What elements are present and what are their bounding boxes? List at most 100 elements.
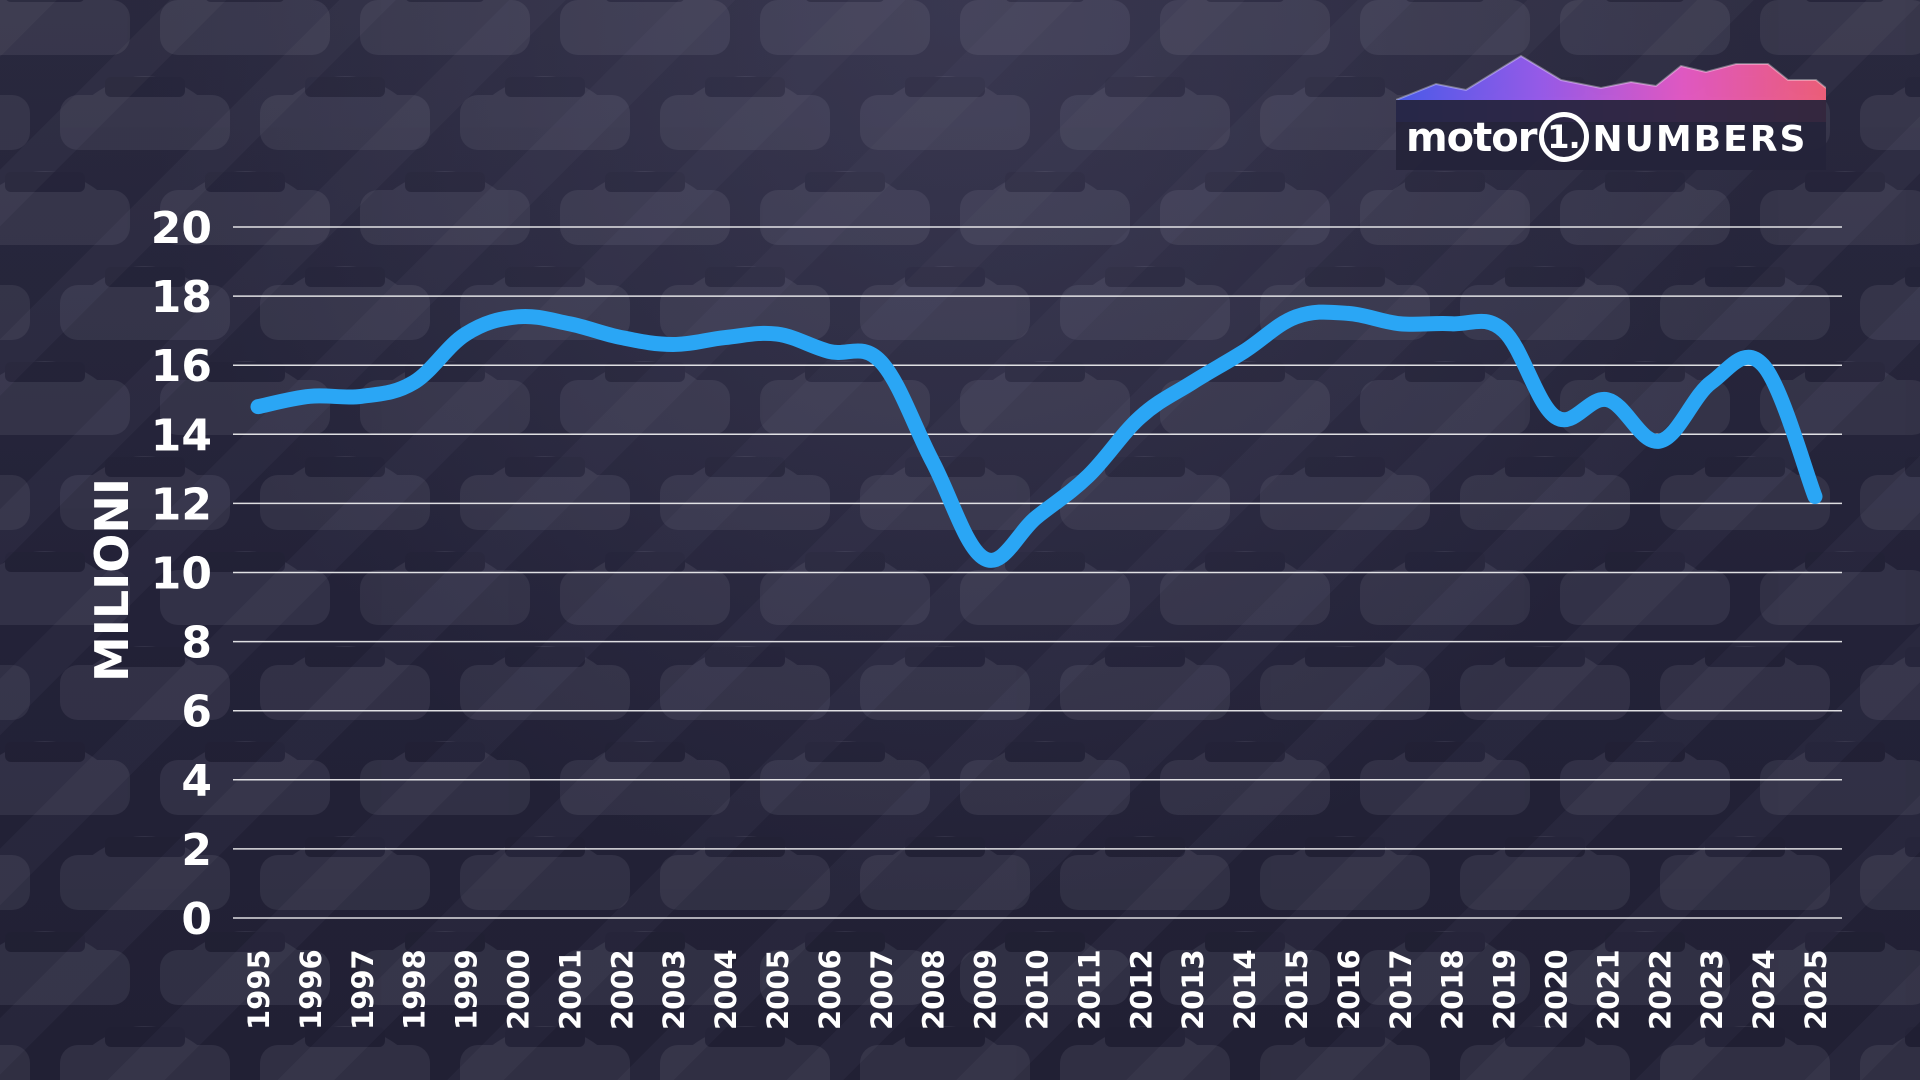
data-point — [257, 406, 259, 408]
car-silhouette — [0, 665, 30, 720]
car-silhouette — [1060, 1026, 1230, 1080]
x-tick-label: 1999 — [450, 949, 484, 1030]
car-silhouette — [1160, 741, 1330, 815]
car-silhouette — [760, 361, 930, 435]
car-silhouette — [660, 1026, 830, 1080]
car-silhouette — [860, 1026, 1030, 1080]
x-tick-label: 2010 — [1021, 949, 1055, 1030]
data-point — [309, 395, 311, 397]
x-tick-label: 2025 — [1799, 949, 1833, 1030]
car-silhouette — [0, 741, 130, 815]
x-tick-label: 2020 — [1540, 949, 1574, 1030]
car-silhouette — [560, 931, 730, 1005]
y-tick-label: 16 — [151, 341, 212, 392]
data-point — [1606, 399, 1608, 401]
data-point — [1191, 381, 1193, 383]
grid-lines — [233, 226, 1842, 919]
car-silhouette — [1760, 0, 1920, 55]
car-silhouette — [60, 646, 230, 720]
car-silhouette — [1060, 836, 1230, 910]
car-silhouette — [560, 551, 730, 625]
car-silhouette — [1860, 267, 1920, 340]
data-point — [465, 333, 467, 335]
car-silhouette — [1560, 551, 1730, 625]
data-point — [724, 337, 726, 339]
car-silhouette — [860, 266, 1030, 340]
data-point — [361, 395, 363, 397]
car-silhouette — [1460, 456, 1630, 530]
car-silhouette — [1260, 646, 1430, 720]
data-point — [1503, 330, 1505, 332]
car-silhouette — [1460, 266, 1630, 340]
data-point — [1139, 416, 1141, 418]
car-silhouette — [60, 456, 230, 530]
car-silhouette — [1260, 76, 1430, 150]
car-silhouette — [1460, 646, 1630, 720]
car-silhouette — [960, 171, 1130, 245]
logo-brand: motor — [1406, 115, 1537, 161]
car-silhouette — [1660, 266, 1830, 340]
car-silhouette — [660, 836, 830, 910]
car-silhouette — [260, 646, 430, 720]
car-silhouette — [560, 361, 730, 435]
x-tick-label: 2011 — [1072, 949, 1106, 1030]
car-silhouette — [560, 171, 730, 245]
car-silhouette — [1560, 741, 1730, 815]
car-silhouette — [1160, 0, 1330, 55]
car-silhouette — [0, 285, 30, 340]
car-silhouette — [660, 266, 830, 340]
car-silhouette — [0, 931, 130, 1005]
car-silhouette — [960, 361, 1130, 435]
car-silhouette — [1660, 836, 1830, 910]
data-point — [568, 323, 570, 325]
car-silhouette — [0, 475, 30, 530]
x-tick-label: 2018 — [1436, 949, 1470, 1030]
car-silhouette — [960, 741, 1130, 815]
car-silhouette — [360, 741, 530, 815]
car-silhouette — [160, 931, 330, 1005]
series-layer — [250, 304, 1823, 568]
x-tick-label: 2019 — [1488, 949, 1522, 1030]
x-tick-label: 2002 — [605, 949, 639, 1030]
car-silhouette — [60, 266, 230, 340]
car-silhouette — [1260, 456, 1430, 530]
x-tick-label: 2005 — [761, 949, 795, 1030]
y-axis-ticks: 0 2 4 6 8 10 12 14 16 18 20 — [151, 203, 212, 945]
car-silhouette — [1360, 931, 1530, 1005]
x-tick-label: 2014 — [1228, 949, 1262, 1030]
x-tick-label: 2015 — [1280, 949, 1314, 1030]
data-point — [620, 337, 622, 339]
x-tick-label: 1997 — [346, 949, 380, 1030]
car-silhouette — [1860, 77, 1920, 150]
car-silhouette — [160, 551, 330, 625]
data-point — [1087, 475, 1089, 477]
data-point — [984, 558, 986, 560]
x-tick-label: 2007 — [865, 949, 899, 1030]
x-tick-label: 2009 — [969, 949, 1003, 1030]
y-tick-label: 8 — [181, 618, 212, 669]
data-point — [1243, 350, 1245, 352]
data-point — [413, 381, 415, 383]
car-silhouette — [1560, 171, 1730, 245]
car-silhouette — [160, 741, 330, 815]
x-tick-label: 1995 — [242, 949, 276, 1030]
x-tick-label: 2021 — [1591, 949, 1625, 1030]
car-silhouette — [760, 0, 930, 55]
car-silhouette — [260, 836, 430, 910]
car-silhouette — [1760, 741, 1920, 815]
car-silhouette — [660, 646, 830, 720]
car-silhouette — [560, 0, 730, 55]
data-point — [776, 333, 778, 335]
car-silhouette — [1760, 171, 1920, 245]
x-tick-label: 2023 — [1695, 949, 1729, 1030]
car-silhouette — [860, 76, 1030, 150]
y-tick-label: 6 — [181, 687, 212, 738]
x-tick-label: 2003 — [657, 949, 691, 1030]
car-silhouette — [1660, 1026, 1830, 1080]
car-silhouette — [760, 931, 930, 1005]
car-silhouette — [1660, 456, 1830, 530]
car-silhouette — [1360, 171, 1530, 245]
car-silhouette — [1060, 646, 1230, 720]
logo-panel — [1396, 100, 1826, 170]
